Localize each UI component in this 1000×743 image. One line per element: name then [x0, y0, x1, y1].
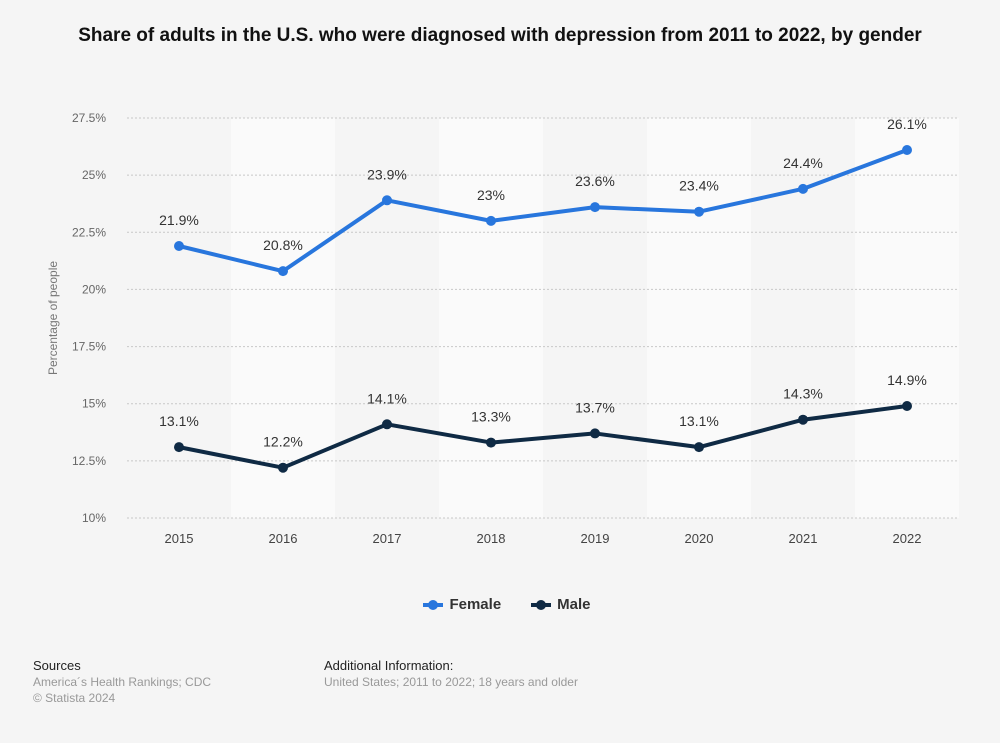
y-tick-label: 25%: [82, 168, 106, 182]
data-point: [278, 462, 288, 473]
y-tick-label: 10%: [82, 511, 106, 525]
series-line-female: [178, 148, 908, 274]
column-band: [127, 118, 231, 518]
data-label: 14.3%: [783, 386, 823, 402]
sources-block: Sources America´s Health Rankings; CDC ©…: [33, 658, 211, 706]
data-label: 14.1%: [367, 390, 407, 406]
column-band: [335, 118, 439, 518]
male-swatch-icon: [531, 599, 552, 610]
data-point: [694, 206, 704, 217]
info-block: Additional Information: United States; 2…: [324, 658, 578, 690]
data-label: 14.9%: [887, 372, 927, 388]
legend-label: Male: [557, 596, 591, 613]
column-band: [439, 118, 543, 518]
x-tick-label: 2021: [789, 531, 818, 546]
data-point: [278, 266, 288, 277]
x-tick-label: 2019: [581, 531, 610, 546]
x-tick-label: 2016: [269, 531, 298, 546]
data-point: [174, 442, 184, 453]
x-tick-label: 2020: [685, 531, 714, 546]
info-text: United States; 2011 to 2022; 18 years an…: [324, 675, 578, 689]
data-point: [590, 428, 600, 439]
y-tick-label: 20%: [82, 282, 106, 296]
sources-heading: Sources: [33, 658, 81, 673]
legend-label: Female: [449, 596, 502, 613]
data-label: 23.9%: [367, 166, 407, 182]
column-band: [855, 118, 959, 518]
data-label: 20.8%: [263, 237, 303, 253]
info-heading: Additional Information:: [324, 658, 454, 673]
data-point: [902, 401, 912, 411]
data-point: [174, 241, 184, 251]
chart-title: Share of adults in the U.S. who were dia…: [78, 25, 922, 46]
data-point: [382, 419, 392, 430]
copyright: © Statista 2024: [33, 691, 116, 705]
column-band: [231, 118, 335, 518]
legend: Female Male: [0, 596, 1000, 613]
sources-text[interactable]: America´s Health Rankings; CDC: [33, 675, 212, 689]
line-chart: 10% 12.5% 15% 17.5% 20% 22.5% 25% 27.5% 2015 2016…: [46, 111, 959, 546]
y-tick-label: 22.5%: [72, 225, 106, 239]
data-label: 24.4%: [783, 155, 823, 171]
y-tick-label: 15%: [82, 397, 106, 411]
data-label: 12.2%: [263, 434, 303, 450]
x-tick-label: 2018: [477, 531, 506, 546]
data-label: 13.7%: [575, 399, 615, 415]
data-label: 23%: [477, 187, 505, 203]
legend-item-male[interactable]: Male: [531, 596, 591, 613]
data-point: [694, 442, 704, 453]
y-tick-label: 17.5%: [72, 340, 106, 354]
data-point: [590, 202, 600, 213]
data-label: 13.1%: [159, 413, 199, 429]
y-tick-label: 27.5%: [72, 111, 106, 125]
data-label: 23.4%: [679, 178, 719, 194]
data-point: [382, 195, 392, 206]
data-point: [798, 183, 808, 194]
legend-item-female[interactable]: Female: [423, 596, 501, 613]
data-point: [486, 215, 496, 226]
data-point: [798, 414, 808, 425]
data-label: 13.1%: [679, 413, 719, 429]
data-label: 23.6%: [575, 173, 615, 189]
data-label: 21.9%: [159, 212, 199, 228]
female-swatch-icon: [423, 599, 444, 610]
data-point: [902, 145, 912, 155]
data-label: 26.1%: [887, 116, 927, 132]
y-tick-label: 12.5%: [72, 454, 106, 468]
x-tick-label: 2022: [893, 531, 922, 546]
x-tick-label: 2015: [165, 531, 194, 546]
y-axis-label: Percentage of people: [46, 261, 60, 375]
x-tick-label: 2017: [373, 531, 402, 546]
column-band: [543, 118, 647, 518]
column-band: [751, 118, 855, 518]
data-point: [486, 437, 496, 448]
data-label: 13.3%: [471, 409, 511, 425]
series-line-male: [178, 404, 908, 470]
